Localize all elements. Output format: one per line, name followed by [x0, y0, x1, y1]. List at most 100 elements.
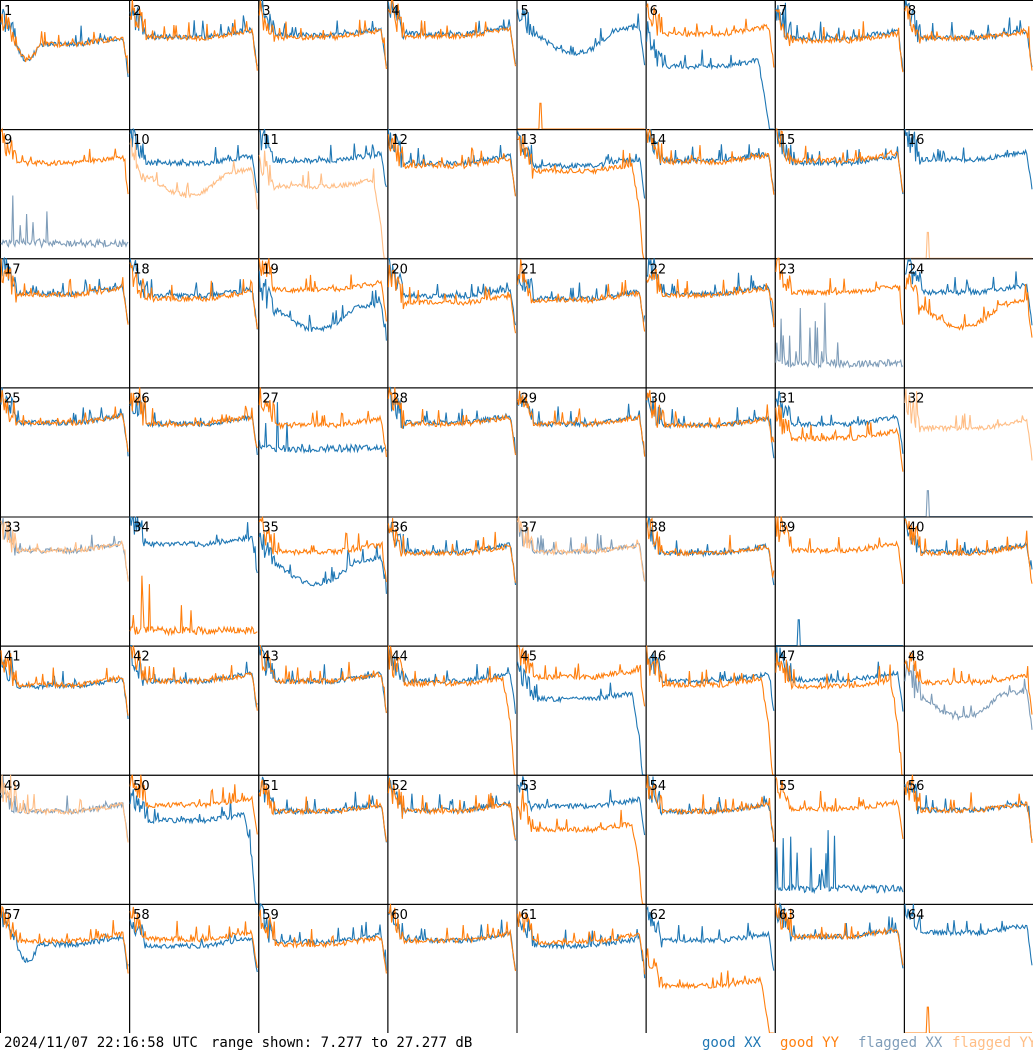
legend-flagged-xx: flagged XX — [858, 1035, 943, 1051]
antenna-panel-21: 21 — [516, 258, 647, 389]
panel-label: 12 — [391, 133, 408, 148]
antenna-panel-13: 13 — [516, 129, 647, 260]
panel-border — [0, 0, 131, 131]
series-good-yy — [775, 777, 904, 839]
antenna-panel-44: 44 — [387, 645, 518, 776]
series-good-xx — [775, 646, 904, 712]
panel-label: 11 — [262, 133, 279, 148]
antenna-panel-46: 46 — [645, 645, 776, 776]
panel-label: 10 — [133, 133, 150, 148]
panel-label: 6 — [650, 4, 658, 19]
panel-label: 25 — [4, 391, 21, 406]
panel-border — [0, 258, 131, 389]
series-good-xx — [517, 776, 646, 836]
series-good-yy — [517, 789, 645, 905]
series-good-yy — [0, 390, 129, 452]
panel-border — [774, 258, 905, 389]
panel-label: 39 — [779, 521, 796, 536]
panel-border — [645, 903, 776, 1033]
series-flagged-yy — [904, 389, 1033, 461]
panel-border — [387, 258, 518, 389]
series-good-xx — [387, 386, 517, 454]
series-good-xx — [904, 129, 1033, 190]
panel-label: 44 — [391, 650, 408, 665]
panel-label: 28 — [391, 391, 408, 406]
panel-label: 51 — [262, 779, 279, 794]
panel-border — [129, 387, 260, 518]
panel-border — [645, 387, 776, 518]
panel-border — [774, 903, 905, 1033]
antenna-panel-29: 29 — [516, 387, 647, 518]
antenna-panel-26: 26 — [129, 387, 260, 518]
panel-border — [0, 516, 131, 647]
panel-border — [258, 0, 389, 131]
panel-border — [645, 645, 776, 776]
panel-label: 8 — [908, 4, 916, 19]
series-good-yy — [387, 518, 517, 583]
series-flagged-yy — [129, 138, 258, 210]
series-good-yy — [904, 273, 1033, 338]
antenna-panel-62: 62 — [645, 903, 776, 1033]
series-good-yy — [387, 0, 517, 67]
panel-label: 53 — [521, 779, 538, 794]
series-good-yy — [258, 258, 387, 322]
series-good-yy — [517, 135, 645, 259]
panel-border — [516, 516, 647, 647]
panel-border — [645, 516, 776, 647]
timestamp-text: 2024/11/07 22:16:58 UTC — [4, 1035, 198, 1051]
panel-border — [258, 774, 389, 905]
antenna-panel-34: 34 — [129, 516, 260, 647]
panel-border — [903, 645, 1033, 776]
antenna-panel-8: 8 — [903, 0, 1033, 131]
series-good-yy — [516, 911, 646, 975]
panel-border — [387, 516, 518, 647]
series-flagged-yy — [904, 231, 1032, 259]
series-good-yy — [258, 0, 387, 70]
panel-border — [645, 0, 776, 131]
panel-label: 47 — [779, 650, 796, 665]
antenna-panel-50: 50 — [129, 774, 260, 905]
panel-border — [258, 387, 389, 518]
series-good-yy — [517, 102, 645, 130]
panel-border — [387, 645, 518, 776]
panel-label: 42 — [133, 650, 150, 665]
panel-border — [903, 258, 1033, 389]
series-good-yy — [516, 259, 646, 332]
panel-label: 14 — [650, 133, 667, 148]
panel-label: 5 — [521, 4, 529, 19]
panel-label: 56 — [908, 779, 925, 794]
series-good-yy — [387, 387, 517, 456]
panel-label: 3 — [262, 4, 270, 19]
series-good-yy — [129, 0, 258, 71]
antenna-panel-18: 18 — [129, 258, 260, 389]
antenna-panel-64: 64 — [903, 903, 1033, 1033]
panel-label: 1 — [4, 4, 12, 19]
series-good-xx — [129, 789, 258, 905]
panel-border — [387, 774, 518, 905]
series-good-xx — [646, 21, 774, 130]
panel-label: 62 — [650, 908, 667, 923]
series-good-xx — [258, 271, 387, 341]
panel-label: 20 — [391, 262, 408, 277]
antenna-panel-11: 11 — [258, 128, 389, 260]
antenna-panel-58: 58 — [129, 903, 260, 1033]
series-good-yy — [129, 262, 258, 330]
series-good-yy — [775, 128, 904, 193]
panel-label: 64 — [908, 908, 925, 923]
antenna-panel-55: 55 — [774, 774, 905, 905]
antenna-panel-2: 2 — [129, 0, 260, 131]
panel-label: 17 — [4, 262, 21, 277]
panel-border — [258, 129, 389, 260]
panel-label: 30 — [650, 391, 667, 406]
antenna-panel-27: 27 — [258, 387, 389, 518]
series-good-yy — [0, 650, 129, 716]
antenna-panel-25: 25 — [0, 387, 131, 518]
antenna-panel-30: 30 — [645, 387, 776, 518]
antenna-panel-33: 33 — [0, 516, 131, 647]
panel-border — [903, 903, 1033, 1033]
series-good-xx — [258, 402, 387, 454]
antenna-panel-39: 39 — [774, 516, 905, 647]
panel-border — [129, 258, 260, 389]
antenna-panel-41: 41 — [0, 645, 131, 776]
series-good-yy — [516, 390, 646, 457]
